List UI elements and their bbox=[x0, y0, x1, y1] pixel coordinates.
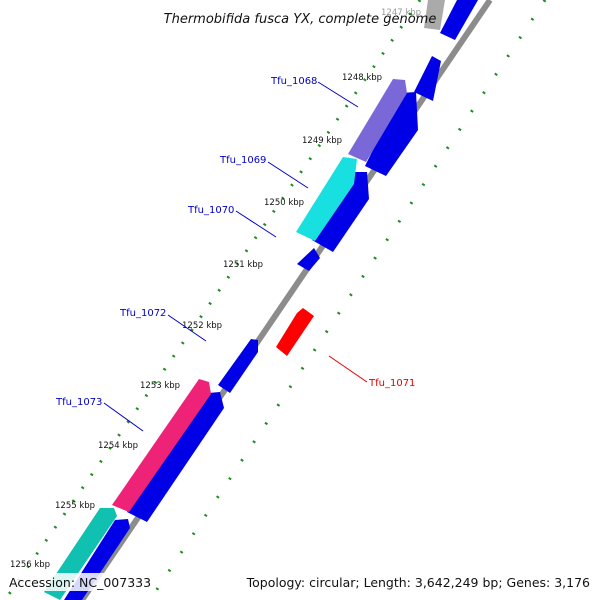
leader-line-tfu-1068 bbox=[317, 81, 359, 108]
tick-label: 1252 kbp bbox=[182, 321, 222, 331]
gene-feature-e bbox=[218, 339, 258, 393]
tick-labels: 1248 kbp 1249 kbp 1250 kbp 1251 kbp 1252… bbox=[10, 73, 382, 570]
leader-line-tfu-1071 bbox=[328, 355, 368, 383]
gene-label-tfu-1068[interactable]: Tfu_1068 bbox=[270, 76, 317, 87]
tick-label-top-partial: 1247 kbp bbox=[381, 8, 421, 18]
tick-label: 1250 kbp bbox=[264, 198, 304, 208]
tick-label: 1256 kbp bbox=[10, 560, 50, 570]
page-title: Thermobifida fusca YX, complete genome bbox=[164, 12, 437, 27]
gene-feature-top-2 bbox=[424, 0, 445, 30]
tick-label: 1251 kbp bbox=[223, 260, 263, 270]
tick-label: 1253 kbp bbox=[140, 381, 180, 391]
gene-feature-f bbox=[127, 392, 224, 522]
forward-strand-features bbox=[64, 0, 478, 600]
gc-dots-outer bbox=[148, 0, 547, 600]
gene-tfu-1069 bbox=[296, 157, 357, 241]
tick-label: 1255 kbp bbox=[55, 501, 95, 511]
leader-line-tfu-1069 bbox=[267, 161, 309, 189]
gene-label-tfu-1069[interactable]: Tfu_1069 bbox=[219, 155, 266, 166]
gene-feature-c bbox=[312, 172, 369, 252]
gene-feature-d bbox=[297, 248, 320, 271]
gene-label-tfu-1070[interactable]: Tfu_1070 bbox=[187, 205, 234, 216]
genome-summary-text: Topology: circular; Length: 3,642,249 bp… bbox=[246, 575, 590, 590]
gene-tfu-1073-pink bbox=[112, 379, 211, 512]
accession-text: Accession: NC_007333 bbox=[9, 575, 151, 590]
tick-label: 1254 kbp bbox=[98, 441, 138, 451]
tick-label: 1248 kbp bbox=[342, 73, 382, 83]
footer-left-backdrop bbox=[6, 573, 154, 591]
gene-tfu-1071 bbox=[276, 308, 314, 356]
gene-feature-b bbox=[365, 92, 418, 176]
leader-line-tfu-1073 bbox=[103, 402, 144, 432]
gene-feature-top-1 bbox=[440, 0, 478, 40]
tick-label: 1249 kbp bbox=[302, 136, 342, 146]
gene-labels: Tfu_1068 Tfu_1069 Tfu_1070 Tfu_1072 Tfu_… bbox=[55, 76, 415, 432]
gene-label-tfu-1072[interactable]: Tfu_1072 bbox=[119, 308, 166, 319]
leader-line-tfu-1070 bbox=[235, 210, 277, 238]
gene-label-tfu-1071[interactable]: Tfu_1071 bbox=[368, 378, 415, 389]
gene-feature-a bbox=[414, 56, 441, 101]
gene-label-tfu-1073[interactable]: Tfu_1073 bbox=[55, 397, 102, 408]
gene-tfu-1068 bbox=[348, 79, 407, 162]
leader-line-tfu-1072 bbox=[167, 314, 207, 342]
